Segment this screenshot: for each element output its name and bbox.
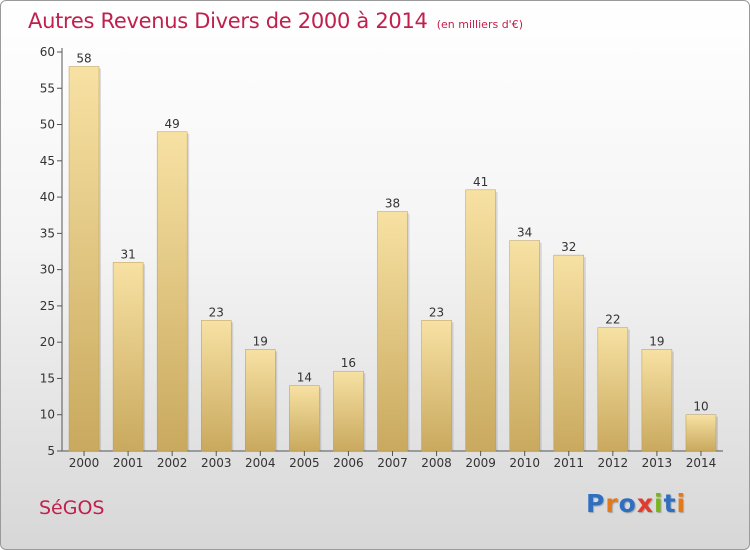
y-tick-label: 10 bbox=[40, 408, 55, 422]
bar bbox=[200, 320, 232, 452]
proxiti-logo: Proxiti bbox=[586, 489, 686, 518]
logo-letter: i bbox=[676, 489, 687, 518]
bar-value-label: 34 bbox=[517, 226, 532, 240]
bar-value-label: 49 bbox=[165, 117, 180, 131]
y-tick-label: 60 bbox=[40, 45, 55, 59]
x-tick-label: 2008 bbox=[421, 456, 452, 470]
bar-value-label: 23 bbox=[429, 305, 444, 319]
x-tick-label: 2004 bbox=[245, 456, 276, 470]
bar-value-label: 19 bbox=[649, 334, 664, 348]
bar bbox=[509, 240, 540, 452]
bar-value-label: 19 bbox=[253, 334, 268, 348]
bar-value-label: 10 bbox=[693, 400, 708, 414]
y-tick-label: 35 bbox=[40, 226, 55, 240]
place-name: SéGOS bbox=[39, 497, 105, 519]
y-tick-label: 25 bbox=[40, 299, 55, 313]
x-tick-label: 2007 bbox=[377, 456, 408, 470]
x-tick-label: 2006 bbox=[333, 456, 364, 470]
bar bbox=[597, 327, 629, 452]
logo-letter: o bbox=[618, 489, 637, 518]
bar bbox=[289, 385, 320, 452]
bar bbox=[377, 211, 408, 452]
x-tick-label: 2012 bbox=[598, 456, 629, 470]
x-tick-label: 2002 bbox=[157, 456, 188, 470]
y-tick-label: 45 bbox=[40, 154, 55, 168]
bar bbox=[553, 254, 585, 452]
bar-value-label: 22 bbox=[605, 313, 620, 327]
x-tick-label: 2003 bbox=[201, 456, 232, 470]
y-tick-label: 5 bbox=[47, 444, 55, 458]
y-tick-label: 50 bbox=[40, 118, 55, 132]
bar-value-label: 14 bbox=[297, 371, 312, 385]
logo-letter: r bbox=[605, 489, 619, 518]
logo-letter: i bbox=[654, 489, 664, 518]
bar bbox=[421, 320, 452, 452]
y-tick-label: 40 bbox=[40, 190, 55, 204]
chart-title: Autres Revenus Divers de 2000 à 2014 bbox=[28, 9, 428, 33]
bar-value-label: 23 bbox=[209, 305, 224, 319]
bar-value-label: 32 bbox=[561, 240, 576, 254]
x-tick-label: 2001 bbox=[113, 456, 144, 470]
y-tick-label: 15 bbox=[40, 371, 55, 385]
chart-title-block: Autres Revenus Divers de 2000 à 2014 (en… bbox=[28, 9, 523, 33]
bar-value-label: 41 bbox=[473, 175, 488, 189]
x-tick-label: 2005 bbox=[289, 456, 320, 470]
x-tick-label: 2000 bbox=[69, 456, 100, 470]
chart-subtitle: (en milliers d'€) bbox=[436, 18, 523, 31]
bar bbox=[333, 370, 364, 452]
logo-letter: x bbox=[636, 489, 654, 518]
bar bbox=[641, 349, 673, 452]
x-tick-label: 2013 bbox=[642, 456, 673, 470]
x-tick-label: 2009 bbox=[465, 456, 496, 470]
bar-value-label: 16 bbox=[341, 356, 356, 370]
x-tick-label: 2014 bbox=[686, 456, 717, 470]
bar-value-label: 58 bbox=[76, 52, 91, 66]
y-tick-label: 30 bbox=[40, 263, 55, 277]
bar bbox=[465, 189, 496, 452]
y-tick-label: 20 bbox=[40, 335, 55, 349]
bar bbox=[685, 414, 717, 452]
bar bbox=[112, 262, 144, 452]
bar-value-label: 31 bbox=[120, 247, 135, 261]
bar bbox=[68, 66, 100, 452]
bar-value-label: 38 bbox=[385, 197, 400, 211]
y-tick-label: 55 bbox=[40, 81, 55, 95]
logo-letter: t bbox=[663, 489, 677, 518]
bar bbox=[245, 349, 276, 452]
x-tick-label: 2010 bbox=[509, 456, 540, 470]
x-tick-label: 2011 bbox=[553, 456, 584, 470]
logo-letter: P bbox=[586, 489, 606, 518]
bar bbox=[156, 131, 188, 452]
